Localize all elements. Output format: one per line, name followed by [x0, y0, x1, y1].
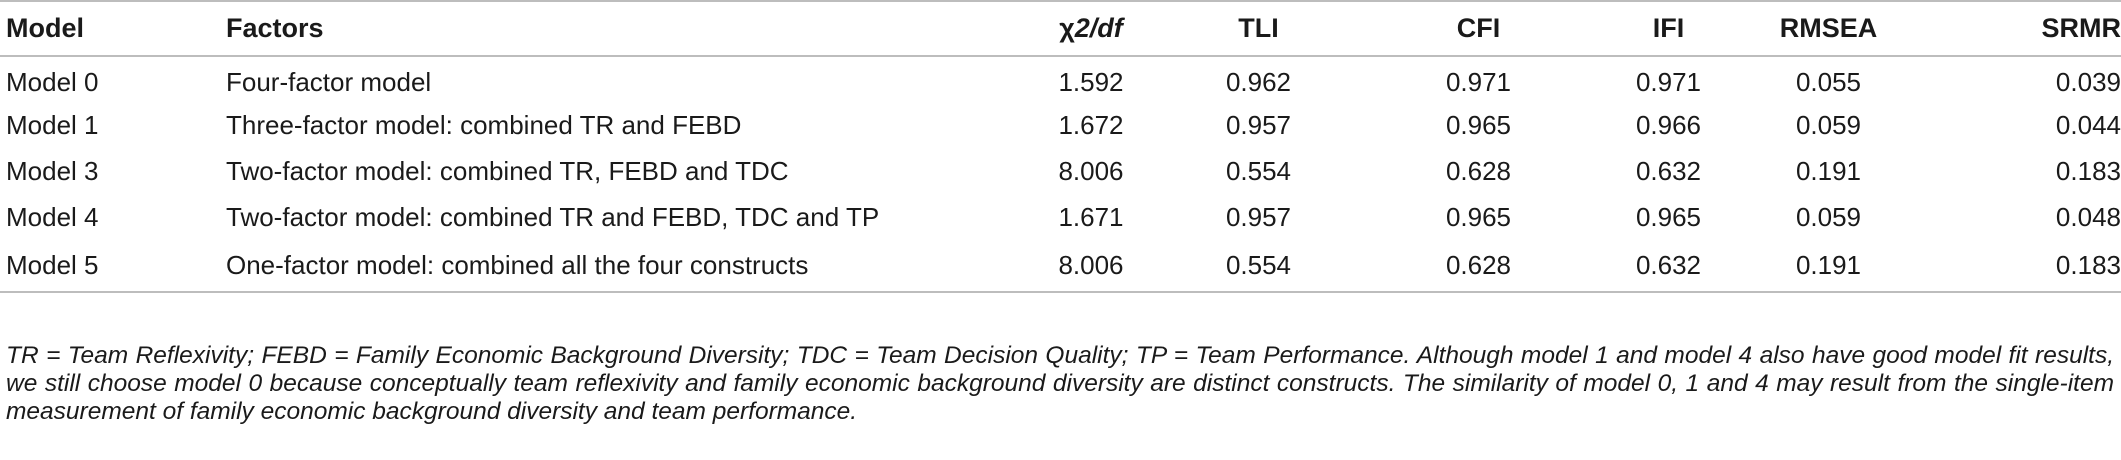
header-row: Model Factors χ2/df TLI CFI IFI RMSEA SR…: [0, 1, 2121, 56]
cell-tli: 0.957: [1225, 201, 1292, 232]
cell-factors: Four-factor model: [226, 67, 432, 97]
cell-model: Model 4: [6, 201, 99, 232]
cell-chi: 1.672: [1058, 109, 1124, 140]
cell-cfi: 0.628: [1445, 155, 1512, 186]
cell-tli: 0.554: [1225, 250, 1292, 280]
model-comparison-table: Model Factors χ2/df TLI CFI IFI RMSEA SR…: [0, 1, 2121, 292]
cell-srmr: 0.044: [2055, 109, 2121, 140]
header-chi-square-df: χ2/df: [1036, 1, 1146, 56]
table-footnote: TR = Team Reflexivity; FEBD = Family Eco…: [6, 342, 2114, 425]
header-ifi: IFI: [1652, 13, 1685, 43]
table-body: Model 0 Four-factor model 1.592 0.962 0.…: [0, 56, 2121, 292]
cell-tli: 0.554: [1225, 155, 1292, 186]
cell-cfi: 0.628: [1445, 250, 1512, 280]
cell-cfi: 0.965: [1445, 109, 1512, 140]
chi-symbol: χ: [1059, 13, 1075, 43]
cell-srmr: 0.048: [2055, 201, 2121, 232]
cell-rmsea: 0.191: [1795, 250, 1862, 280]
cell-chi: 8.006: [1058, 155, 1124, 186]
cell-model: Model 5: [6, 250, 99, 280]
table-row: Model 3 Two-factor model: combined TR, F…: [0, 148, 2121, 194]
cell-rmsea: 0.059: [1795, 109, 1862, 140]
cell-chi: 1.671: [1058, 201, 1124, 232]
header-model: Model: [6, 13, 84, 43]
table-row: Model 5 One-factor model: combined all t…: [0, 240, 2121, 292]
cell-srmr: 0.183: [2055, 250, 2121, 280]
cell-chi: 8.006: [1058, 250, 1124, 280]
cell-ifi: 0.966: [1635, 109, 1702, 140]
cell-srmr: 0.183: [2055, 155, 2121, 186]
header-tli: TLI: [1238, 13, 1279, 43]
header-rmsea: RMSEA: [1779, 13, 1878, 43]
cell-tli: 0.962: [1225, 67, 1292, 97]
cell-rmsea: 0.059: [1795, 201, 1862, 232]
cell-chi: 1.592: [1058, 67, 1124, 97]
cell-model: Model 1: [6, 109, 99, 140]
cell-factors: Two-factor model: combined TR, FEBD and …: [226, 155, 789, 186]
cell-ifi: 0.632: [1635, 155, 1702, 186]
cell-srmr: 0.039: [2055, 67, 2121, 97]
cell-cfi: 0.971: [1445, 67, 1512, 97]
cell-model: Model 3: [6, 155, 99, 186]
header-srmr: SRMR: [2041, 13, 2121, 43]
table-row: Model 1 Three-factor model: combined TR …: [0, 102, 2121, 148]
cell-rmsea: 0.055: [1795, 67, 1862, 97]
cell-factors: Two-factor model: combined TR and FEBD, …: [226, 201, 880, 232]
header-cfi: CFI: [1456, 13, 1501, 43]
cell-ifi: 0.965: [1635, 201, 1702, 232]
model-comparison-table-wrapper: Model Factors χ2/df TLI CFI IFI RMSEA SR…: [0, 1, 2121, 292]
table-row: Model 0 Four-factor model 1.592 0.962 0.…: [0, 56, 2121, 102]
header-factors: Factors: [226, 13, 324, 43]
cell-model: Model 0: [6, 67, 99, 97]
cell-factors: One-factor model: combined all the four …: [226, 250, 809, 280]
chi-df-label: 2/df: [1074, 13, 1123, 43]
table-header: Model Factors χ2/df TLI CFI IFI RMSEA SR…: [0, 1, 2121, 56]
cell-cfi: 0.965: [1445, 201, 1512, 232]
cell-factors: Three-factor model: combined TR and FEBD: [226, 109, 742, 140]
cell-ifi: 0.971: [1635, 67, 1702, 97]
cell-tli: 0.957: [1225, 109, 1292, 140]
cell-rmsea: 0.191: [1795, 155, 1862, 186]
table-row: Model 4 Two-factor model: combined TR an…: [0, 194, 2121, 240]
cell-ifi: 0.632: [1635, 250, 1702, 280]
